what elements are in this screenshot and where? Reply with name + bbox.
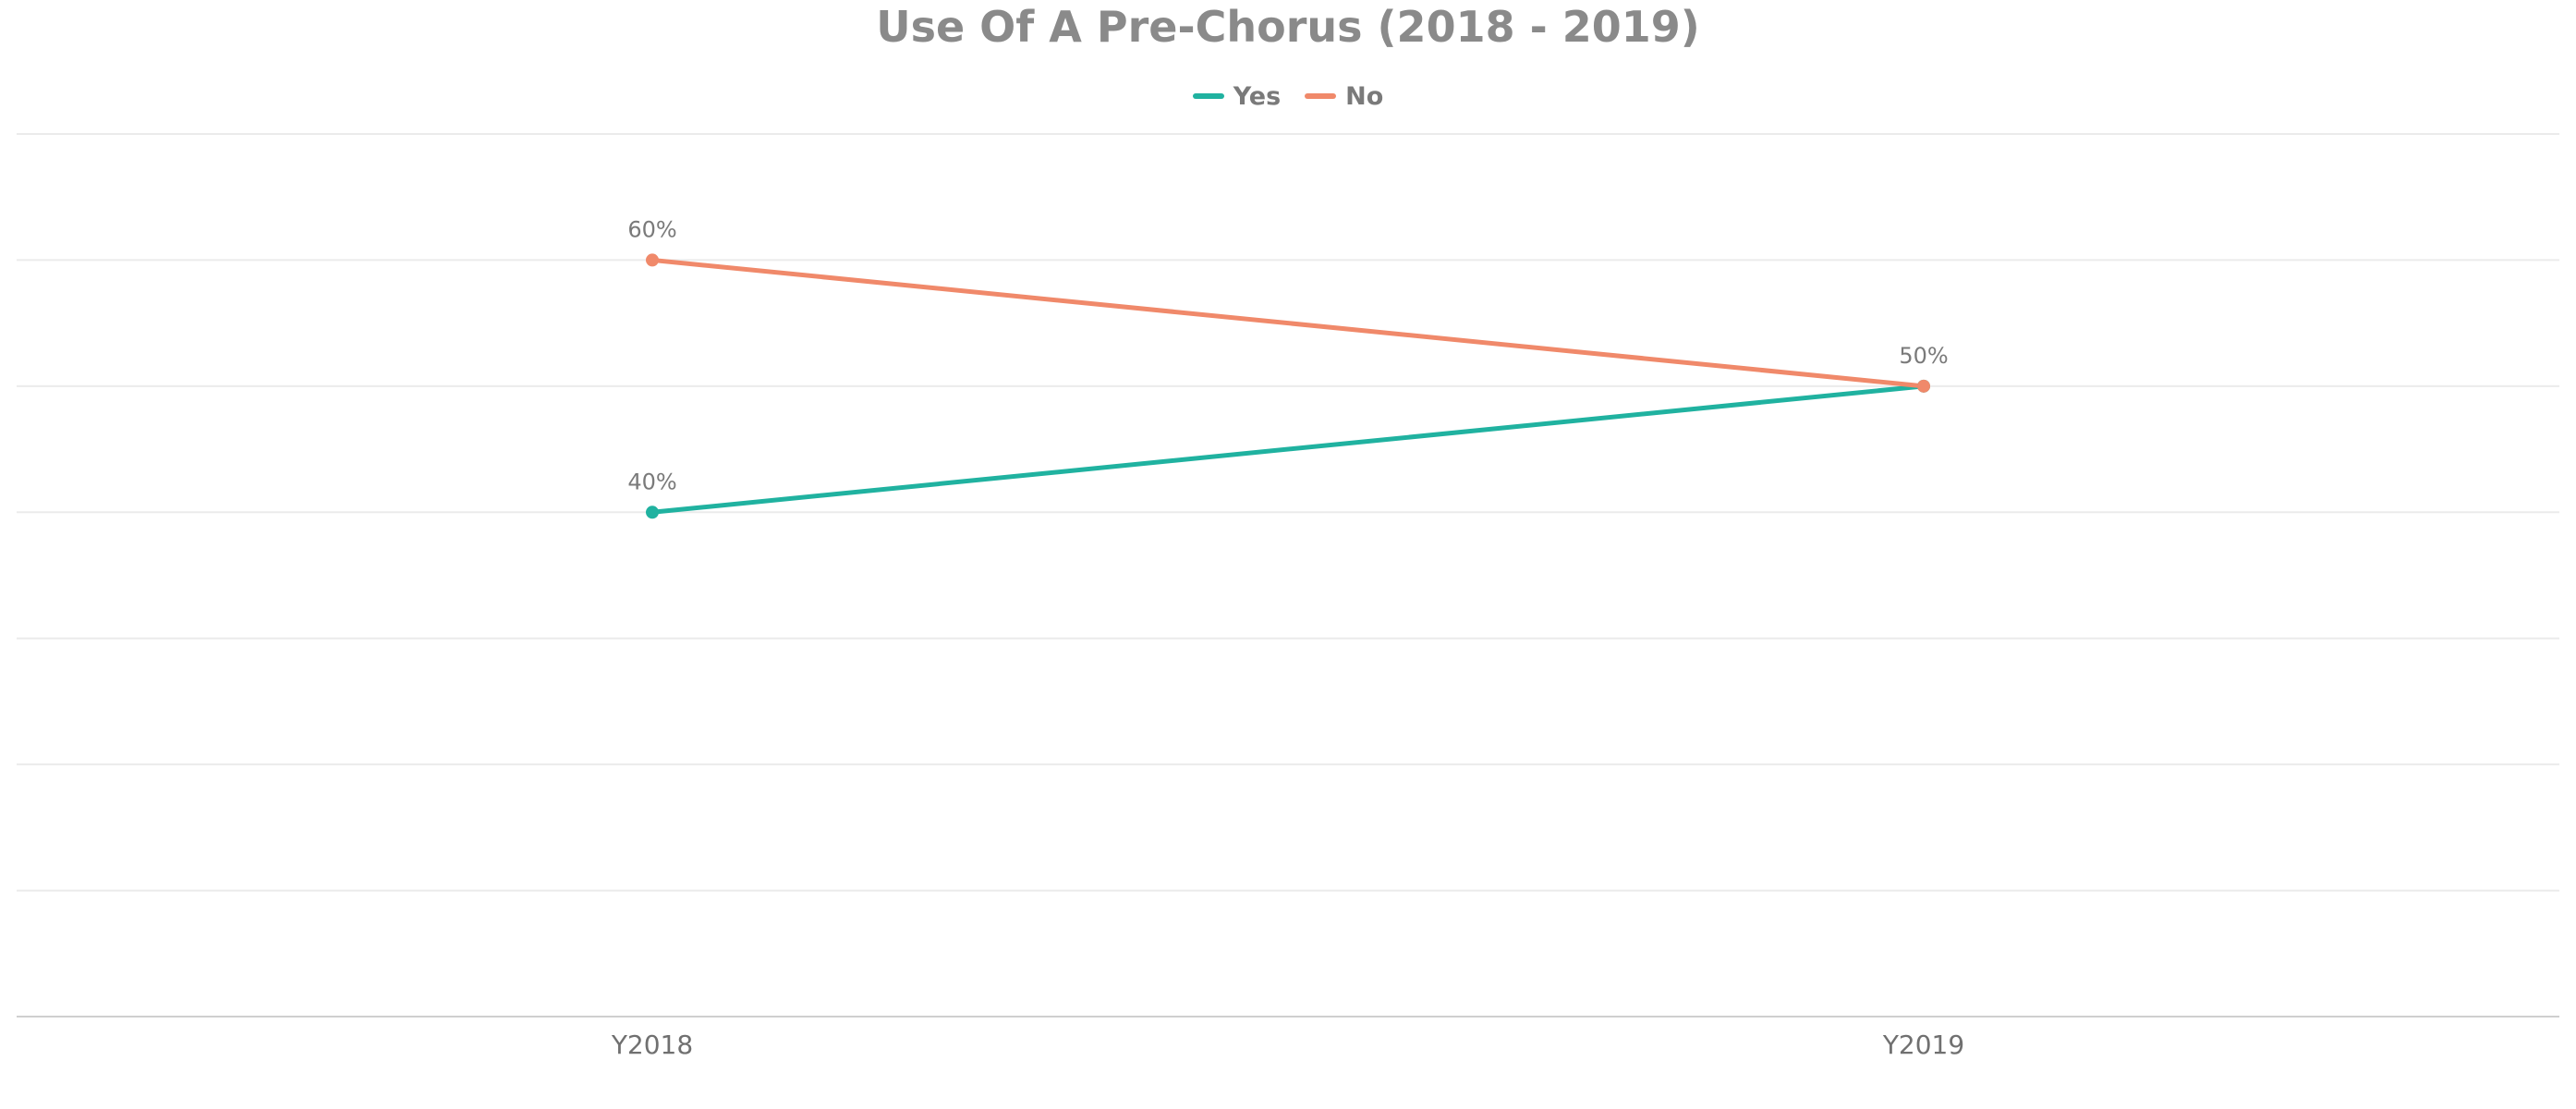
series-line-yes: [650, 384, 1926, 515]
x-tick-label: Y2019: [1882, 1030, 1964, 1060]
x-tick-label: Y2018: [611, 1030, 693, 1060]
data-point-yes[interactable]: [646, 506, 659, 519]
legend: Yes No: [0, 78, 2576, 115]
data-label: 50%: [1899, 343, 1948, 369]
legend-item-yes[interactable]: Yes: [1192, 81, 1282, 111]
data-point-no[interactable]: [1917, 379, 1930, 393]
legend-swatch-yes: [1192, 93, 1224, 99]
legend-label-no: No: [1345, 81, 1384, 111]
data-label: 40%: [627, 469, 676, 494]
data-label: 60%: [627, 216, 676, 242]
chart-title: Use Of A Pre-Chorus (2018 - 2019): [876, 2, 1700, 52]
series-line-no: [650, 257, 1926, 389]
legend-swatch-no: [1305, 93, 1337, 99]
legend-item-no[interactable]: No: [1305, 82, 1383, 111]
data-point-no[interactable]: [646, 253, 659, 267]
legend-label-yes: Yes: [1233, 81, 1282, 111]
